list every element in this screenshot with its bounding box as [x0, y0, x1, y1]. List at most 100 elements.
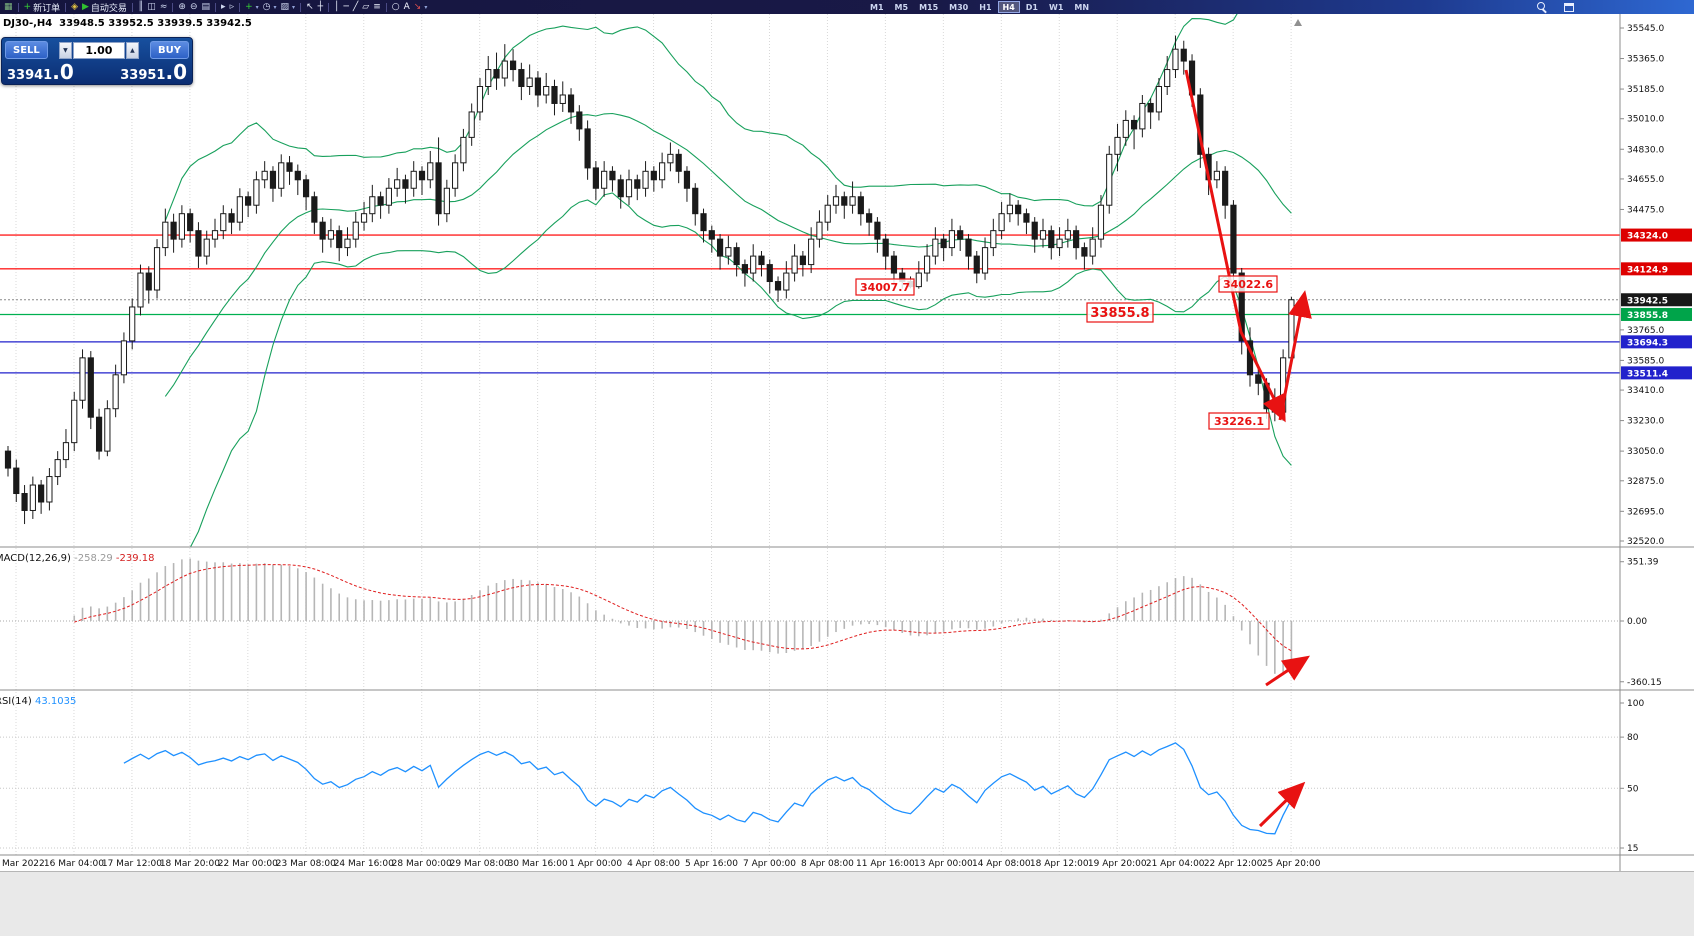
zoom-out-icon[interactable]: ⊖ [188, 1, 200, 13]
templates-icon: ▨ [280, 1, 290, 12]
volume-increase-button[interactable]: ▲ [125, 41, 139, 59]
arrow-tool-icon[interactable]: ↘ ▾ [412, 1, 430, 13]
annotation-box [855, 278, 915, 296]
macd-signal-line [74, 564, 1292, 652]
new-chart-icon[interactable]: ▦ [2, 1, 15, 13]
price-badge [1621, 335, 1692, 349]
candlestick-chart-icon[interactable]: ◫ [145, 1, 158, 13]
sell-price-pips: .0 [52, 60, 74, 84]
line-chart-icon[interactable]: ≈ [158, 1, 170, 13]
price-badge [1621, 307, 1692, 321]
price-badge-label: 34324.0 [1627, 232, 1668, 242]
shapes-icon[interactable]: ○ [390, 1, 402, 13]
text-tool-icon[interactable]: A [402, 1, 412, 13]
vertical-line-icon[interactable]: │ [332, 1, 341, 13]
price-tick-label: 33230.0 [1627, 417, 1664, 427]
search-icon[interactable] [1537, 2, 1548, 13]
horizontal-line-icon[interactable]: ─ [341, 1, 350, 13]
annotation-box [1218, 275, 1278, 293]
arrow-tool-icon: ↘ [413, 1, 422, 12]
timeframe-button-M30[interactable]: M30 [949, 3, 969, 12]
price-badge [1621, 366, 1692, 380]
navigator-icon[interactable]: ◈ [69, 1, 80, 13]
time-label: 4 Apr 08:00 [627, 859, 680, 869]
trendline-icon[interactable]: ╱ [351, 1, 360, 13]
templates-icon[interactable]: ▨ ▾ [279, 1, 298, 13]
chart-shift-icon[interactable]: ▹ [228, 1, 237, 13]
crosshair-icon: ┼ [317, 1, 324, 12]
candlestick-chart-icon: ◫ [147, 1, 156, 12]
chart-window-icon[interactable] [1564, 3, 1574, 12]
shapes-icon: ○ [391, 1, 400, 12]
volume-control: ▼ ▲ [58, 41, 139, 59]
trend-arrow [1258, 781, 1306, 828]
annotation-label: 33855.8 [1090, 306, 1149, 321]
rsi-tick-label: 80 [1627, 733, 1639, 743]
time-label: 19 Apr 20:00 [1088, 859, 1147, 869]
price-tick-label: 33050.0 [1627, 447, 1664, 457]
svg-text:RSI(14) 43.1035: RSI(14) 43.1035 [0, 696, 76, 707]
timeframe-button-H4[interactable]: H4 [997, 1, 1020, 13]
buy-price[interactable]: 33951.0 [120, 60, 187, 84]
volume-input[interactable] [72, 41, 125, 59]
buy-price-main: 33951 [120, 68, 166, 83]
price-axis[interactable]: 35545.0 35365.0 35185.0 35010.0 34830.0 34655… [1620, 24, 1692, 854]
indicators-icon[interactable]: + ▾ [243, 1, 261, 13]
time-label: 23 Mar 08:00 [276, 859, 336, 869]
time-label: 17 Mar 12:00 [102, 859, 162, 869]
bollinger-upper [164, 14, 1238, 221]
chart-window[interactable]: DJ30-,H4 33948.5 33952.5 33939.5 33942.5… [0, 14, 1694, 871]
cursor-icon[interactable]: ↖ [304, 1, 316, 13]
sell-button[interactable]: SELL [5, 41, 48, 59]
candles-layer [4, 35, 1295, 525]
timeframe-button-W1[interactable]: W1 [1049, 3, 1064, 12]
bar-chart-icon: ║ [137, 1, 144, 12]
fibonacci-icon[interactable]: ≡ [371, 1, 383, 13]
volume-decrease-button[interactable]: ▼ [58, 41, 72, 59]
buy-button[interactable]: BUY [150, 41, 189, 59]
zoom-in-icon[interactable]: ⊕ [176, 1, 188, 13]
sell-price[interactable]: 33941.0 [7, 60, 74, 84]
new-order-button-label: 新订单 [33, 3, 61, 14]
channel-icon[interactable]: ▱ [360, 1, 371, 13]
price-tick-label: 35365.0 [1627, 55, 1664, 65]
annotation-box [1208, 412, 1270, 430]
trend-arrow [1184, 69, 1286, 423]
toolbar-items: ▦ + 新订单 ◈ ▶ 自动交易 ║ ◫ ≈ ⊕ ⊖ ▤ ▸ ▹ + ▾ ◷ ▾ ▨ ▾ ↖ ┼ │ ─ ╱ ▱ ≡ ○ A ↘ ▾ [2, 0, 429, 14]
price-tick-label: 33585.0 [1627, 356, 1664, 366]
timeframe-button-M5[interactable]: M5 [894, 3, 909, 12]
price-tick-label: 33765.0 [1627, 326, 1664, 336]
toolbar-separator [385, 2, 387, 12]
toolbar-separator [215, 2, 217, 12]
line-chart-icon: ≈ [159, 1, 168, 12]
chevron-down-icon: ▾ [292, 3, 296, 11]
chevron-down-icon: ▾ [273, 3, 277, 11]
indicator-labels: MACD(12,26,9) -258.29 -239.18 RSI(14) 43.… [0, 553, 155, 707]
auto-scroll-icon[interactable]: ▸ [219, 1, 228, 13]
rsi-tick-label: 100 [1627, 699, 1644, 709]
time-label: 11 Apr 16:00 [856, 859, 915, 869]
timeframe-button-MN[interactable]: MN [1074, 3, 1090, 12]
tile-windows-icon[interactable]: ▤ [200, 1, 213, 13]
timeframe-button-M15[interactable]: M15 [919, 3, 939, 12]
price-tick-label: 32875.0 [1627, 477, 1664, 487]
toolbar-separator [65, 2, 67, 12]
macd-tick-label: -360.15 [1627, 678, 1662, 688]
time-label: 1 Apr 00:00 [569, 859, 622, 869]
cursor-icon: ↖ [306, 1, 314, 12]
svg-text:MACD(12,26,9) -258.29 -239.18: MACD(12,26,9) -258.29 -239.18 [0, 553, 155, 564]
autotrade-button[interactable]: ▶ 自动交易 [80, 1, 129, 14]
one-click-trade-panel: SELL ▼ ▲ BUY 33941.0 33951.0 [1, 37, 193, 85]
new-order-button[interactable]: + 新订单 [22, 1, 63, 14]
timeframe-button-M1[interactable]: M1 [870, 3, 884, 12]
price-badge-label: 33942.5 [1627, 296, 1668, 306]
crosshair-icon[interactable]: ┼ [316, 1, 325, 13]
chart-canvas[interactable]: 35545.0 35365.0 35185.0 35010.0 34830.0 34655… [0, 14, 1694, 871]
timeframe-button-D1[interactable]: D1 [1025, 3, 1038, 12]
periods-icon[interactable]: ◷ ▾ [261, 1, 279, 13]
bar-chart-icon[interactable]: ║ [136, 1, 145, 13]
timeframe-button-H1[interactable]: H1 [979, 3, 992, 12]
time-label: 14 Apr 08:00 [972, 859, 1031, 869]
chevron-down-icon: ▾ [424, 3, 428, 11]
